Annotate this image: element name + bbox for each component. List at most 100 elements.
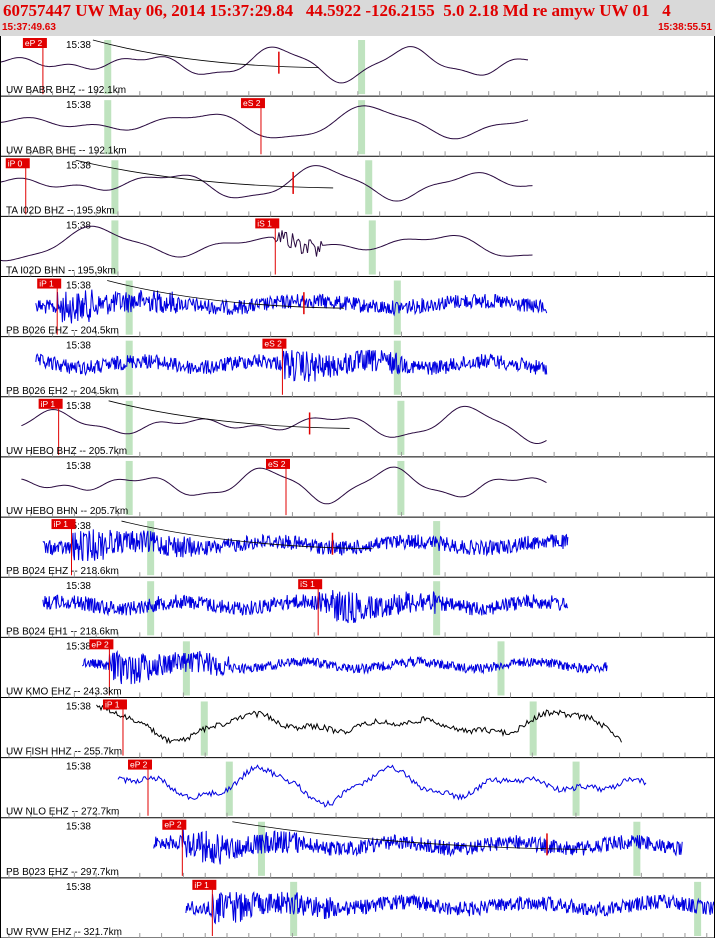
pick-label: eS 2: [268, 459, 286, 469]
trace-row: 15:38 iP 1 UW RVW EHZ -- 321.7km: [0, 879, 715, 938]
trace-row: 15:38 eS 2 UW BABR BHE -- 192.1km: [0, 98, 715, 157]
window-band: [358, 100, 366, 155]
pick-flag: [51, 519, 76, 530]
pick-label: eP 2: [130, 760, 148, 770]
pick-flag: [102, 699, 127, 710]
pick-label: iP 1: [194, 880, 209, 890]
event-header: 60757447 UW May 06, 2014 15:37:29.84 44.…: [0, 0, 715, 36]
trace-row: 15:38 eS 2 PB B026 EH2 -- 204.5km: [0, 338, 715, 398]
pick-label: eP 2: [91, 639, 109, 649]
station-label: PB B023 EHZ -- 297.7km: [6, 867, 119, 878]
station-label: PB B026 EH2 -- 204.5km: [6, 386, 118, 397]
waveform: [185, 891, 715, 925]
end-time-label: 15:38:55.51: [658, 22, 712, 33]
pick-label: iP 0: [8, 158, 23, 168]
minute-tick-label: 15:38: [66, 641, 91, 652]
station-label: UW FISH HHZ -- 255.7km: [6, 747, 122, 758]
event-title: 60757447 UW May 06, 2014 15:37:29.84 44.…: [3, 1, 671, 20]
station-label: UW HEBO BHZ -- 205.7km: [6, 446, 127, 457]
pick-label: iP 1: [41, 399, 56, 409]
station-label: UW RVW EHZ -- 321.7km: [6, 927, 122, 938]
minute-tick-label: 15:38: [66, 882, 91, 893]
station-label: PB B024 EH1 -- 218.6km: [6, 626, 118, 637]
window-band: [694, 881, 702, 936]
waveform: [96, 704, 622, 745]
window-band: [365, 160, 373, 215]
trace-row: 15:38 eS 2 UW HEBO BHN -- 205.7km: [0, 458, 715, 518]
pick-flag: [298, 579, 323, 590]
pick-label: eS 2: [243, 98, 261, 108]
phase-pick: eP 2: [128, 759, 153, 816]
phase-pick: iS 1: [298, 579, 323, 636]
window-band: [111, 160, 119, 215]
pick-label: eP 2: [164, 820, 182, 830]
waveform: [42, 590, 569, 624]
trace-row: 15:38 eP 2 PB B023 EHZ -- 297.7km: [0, 819, 715, 879]
pick-label: iS 1: [257, 218, 272, 228]
pick-flag: [240, 98, 265, 109]
pick-flag: [37, 278, 62, 289]
minute-tick-label: 15:38: [66, 281, 91, 292]
minute-tick-label: 15:38: [66, 100, 91, 111]
window-band: [393, 280, 401, 335]
station-label: PB B024 EHZ -- 218.6km: [6, 566, 119, 577]
minute-tick-label: 15:38: [66, 701, 91, 712]
minute-tick-label: 15:38: [66, 341, 91, 352]
station-label: UW HEBO BHN -- 205.7km: [6, 506, 128, 517]
start-time-label: 15:37:49.63: [2, 22, 56, 33]
station-label: TA I02D BHN -- 195.9km: [6, 266, 116, 277]
coda-curve: [75, 159, 334, 189]
station-label: UW BABR BHE -- 192.1km: [6, 145, 127, 156]
window-band: [393, 340, 401, 395]
phase-pick: eP 2: [22, 38, 47, 95]
phase-pick: iP 1: [38, 398, 63, 455]
window-band: [290, 881, 298, 936]
waveform: [35, 289, 548, 324]
pick-flag: [255, 218, 280, 229]
pick-label: iP 1: [54, 519, 69, 529]
minute-tick-label: 15:38: [66, 401, 91, 412]
phase-pick: eP 2: [89, 639, 114, 696]
waveform: [42, 529, 569, 562]
trace-row: 15:38 eP 2 UW BABR BHZ -- 192.1km: [0, 38, 715, 97]
waveform: [153, 827, 683, 865]
waveform: [0, 46, 529, 84]
window-band: [529, 701, 537, 756]
phase-pick: eS 2: [240, 98, 265, 155]
waveform: [21, 466, 547, 505]
window-band: [125, 340, 133, 395]
minute-tick-label: 15:38: [66, 461, 91, 472]
phase-pick: eS 2: [262, 338, 287, 395]
pick-flag: [5, 158, 30, 169]
pick-flag: [128, 759, 153, 770]
window-band: [397, 460, 405, 516]
pick-label: iP 1: [105, 699, 120, 709]
station-label: PB B026 EHZ -- 204.5km: [6, 326, 119, 337]
coda-curve: [232, 821, 587, 850]
trace-row: 15:38 eP 2 UW NLO EHZ -- 272.7km: [0, 759, 715, 819]
minute-tick-label: 15:38: [66, 160, 91, 171]
pick-flag: [266, 458, 290, 469]
window-band: [633, 821, 641, 876]
coda-curve: [107, 280, 344, 309]
minute-tick-label: 15:38: [66, 521, 91, 532]
station-label: UW NLO EHZ -- 272.7km: [6, 807, 119, 818]
minute-tick-label: 15:38: [66, 220, 91, 231]
pick-flag: [192, 879, 217, 890]
pick-flag: [89, 639, 114, 650]
window-band: [104, 40, 112, 95]
coda-curve: [92, 39, 319, 69]
waveform: [0, 165, 533, 202]
phase-pick: iP 1: [37, 278, 62, 335]
station-label: UW BABR BHZ -- 192.1km: [6, 85, 126, 96]
window-band: [200, 701, 208, 756]
coda-curve: [108, 400, 350, 429]
phase-pick: iP 1: [51, 519, 76, 576]
pick-flag: [162, 819, 187, 830]
coda-curve: [121, 520, 373, 550]
station-label: UW KMO EHZ -- 243.3km: [6, 686, 122, 697]
pick-label: iS 1: [300, 579, 315, 589]
waveform: [0, 105, 529, 140]
phase-pick: iS 1: [255, 218, 280, 275]
